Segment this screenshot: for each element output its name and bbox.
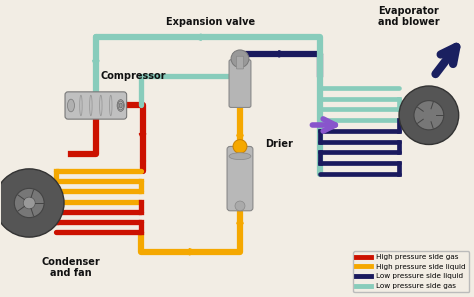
FancyBboxPatch shape — [65, 92, 127, 119]
Circle shape — [235, 201, 245, 211]
FancyBboxPatch shape — [227, 146, 253, 211]
Text: Compressor: Compressor — [101, 71, 166, 81]
Legend: High pressure side gas, High pressure side liquid, Low pressure side liquid, Low: High pressure side gas, High pressure si… — [354, 251, 469, 292]
Ellipse shape — [229, 153, 251, 159]
Circle shape — [0, 169, 64, 237]
Circle shape — [23, 197, 35, 209]
Circle shape — [231, 50, 249, 67]
Text: Expansion valve: Expansion valve — [165, 18, 255, 28]
FancyBboxPatch shape — [229, 60, 251, 108]
FancyBboxPatch shape — [237, 56, 244, 69]
Text: Drier: Drier — [265, 140, 293, 149]
Ellipse shape — [67, 99, 74, 112]
Ellipse shape — [117, 100, 124, 111]
Text: Condenser
and fan: Condenser and fan — [42, 257, 100, 278]
Circle shape — [233, 140, 247, 153]
Circle shape — [414, 101, 444, 130]
Circle shape — [399, 86, 459, 145]
Ellipse shape — [118, 101, 123, 110]
Circle shape — [14, 188, 44, 218]
Ellipse shape — [119, 103, 122, 108]
Text: Evaporator
and blower: Evaporator and blower — [378, 6, 440, 28]
